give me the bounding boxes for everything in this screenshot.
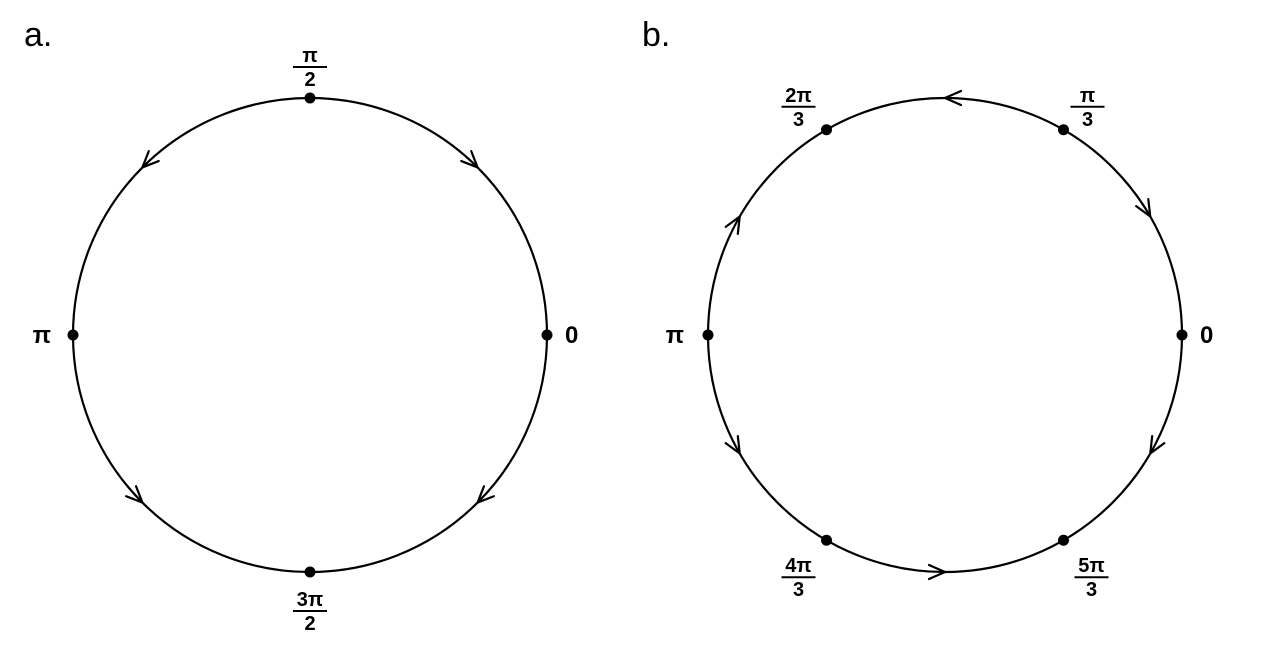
fraction-label: 4π3 xyxy=(782,555,816,601)
angle-label: π xyxy=(666,322,684,349)
fraction-denominator: 3 xyxy=(1082,109,1093,131)
fraction-bar xyxy=(1075,576,1109,578)
fraction-label: π3 xyxy=(1071,85,1105,131)
diagram-canvas: a.0π2π3π2b.0π32π3π4π35π3 xyxy=(0,0,1268,653)
fraction-bar xyxy=(782,106,816,108)
fixed-point-dot xyxy=(703,330,714,341)
phase-circle xyxy=(73,98,547,572)
fraction-numerator: 4π xyxy=(785,555,811,577)
fixed-point-dot xyxy=(1058,535,1069,546)
panel-label: b. xyxy=(642,16,670,54)
angle-label: π xyxy=(33,322,51,349)
fraction-denominator: 2 xyxy=(304,69,315,91)
panel-label: a. xyxy=(24,16,52,54)
fraction-numerator: π xyxy=(302,45,317,67)
flow-arrow xyxy=(1136,199,1150,216)
fixed-point-dot xyxy=(1177,330,1188,341)
fixed-point-dot xyxy=(542,330,553,341)
fraction-denominator: 3 xyxy=(793,579,804,601)
fixed-point-dot xyxy=(1058,124,1069,135)
fixed-point-dot xyxy=(821,124,832,135)
fraction-denominator: 3 xyxy=(793,109,804,131)
fraction-label: 5π3 xyxy=(1075,555,1109,601)
fraction-label: π2 xyxy=(293,45,327,91)
fraction-label: 3π2 xyxy=(293,589,327,635)
fixed-point-dot xyxy=(305,567,316,578)
fraction-numerator: 5π xyxy=(1078,555,1104,577)
fraction-numerator: 3π xyxy=(297,589,323,611)
fraction-label: 2π3 xyxy=(782,85,816,131)
fixed-point-dot xyxy=(68,330,79,341)
fraction-denominator: 3 xyxy=(1086,579,1097,601)
fraction-bar xyxy=(782,576,816,578)
fraction-bar xyxy=(293,610,327,612)
fraction-bar xyxy=(293,66,327,68)
fraction-denominator: 2 xyxy=(304,613,315,635)
angle-label: 0 xyxy=(565,322,578,349)
fixed-point-dot xyxy=(821,535,832,546)
fraction-numerator: π xyxy=(1080,85,1095,107)
phase-circle xyxy=(708,98,1182,572)
fixed-point-dot xyxy=(305,93,316,104)
fraction-bar xyxy=(1071,106,1105,108)
angle-label: 0 xyxy=(1200,322,1213,349)
fraction-numerator: 2π xyxy=(785,85,811,107)
